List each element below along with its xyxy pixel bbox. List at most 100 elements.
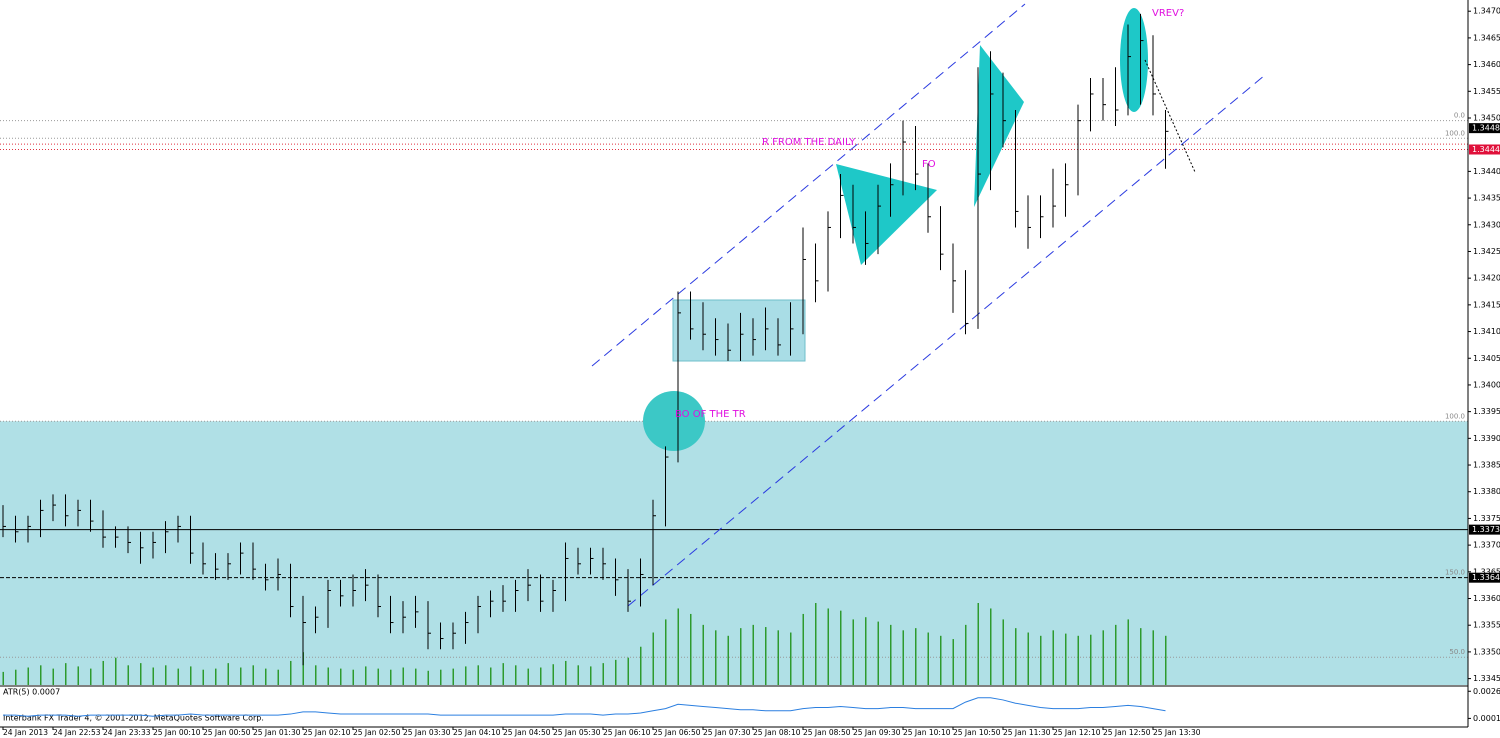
volume-bar (627, 657, 629, 685)
x-tick-label: 24 Jan 22:53 (53, 728, 101, 737)
volume-bar (490, 667, 492, 685)
volume-bar (727, 635, 729, 685)
volume-bar (202, 669, 204, 685)
x-tick-label: 25 Jan 08:50 (803, 728, 851, 737)
levels: 0.0 100.0 100.0 150.0 50.0 (0, 112, 1468, 658)
y-tick-label: 0.0026 (1473, 687, 1500, 696)
volume-bar (915, 628, 917, 685)
volume-bar (565, 660, 567, 685)
x-tick-label: 25 Jan 02:10 (303, 728, 351, 737)
volume-bar (390, 669, 392, 685)
volume-bar (165, 665, 167, 685)
volume-bar (615, 659, 617, 685)
x-tick-label: 25 Jan 00:10 (153, 728, 201, 737)
volume-bar (690, 613, 692, 685)
annotation: R FROM THE DAILY (762, 137, 856, 148)
volume-bar (52, 668, 54, 685)
volume-bar (715, 630, 717, 685)
volume-bar (827, 608, 829, 685)
y-tick-label: 1.34205 (1473, 274, 1500, 283)
price-marker (1469, 572, 1500, 583)
volume-bar (840, 610, 842, 685)
y-tick-label: 1.33855 (1473, 461, 1500, 470)
indicator-line (3, 697, 1166, 717)
volume-bar (327, 667, 329, 685)
volume-bar (540, 667, 542, 685)
annotation: FO (922, 159, 936, 170)
volume-bar (340, 668, 342, 685)
price-marker-label: 1.33644 (1472, 573, 1500, 582)
y-tick-label: 1.33455 (1473, 674, 1500, 683)
x-tick-label: 25 Jan 06:50 (653, 728, 701, 737)
x-tick-label: 25 Jan 01:30 (253, 728, 301, 737)
annotation: VREV? (1152, 8, 1184, 19)
level-label: 50.0 (1449, 648, 1465, 656)
level-label: 150.0 (1445, 569, 1465, 577)
x-tick-label: 25 Jan 03:30 (403, 728, 451, 737)
triangle (974, 45, 1024, 207)
volume-bar (877, 621, 879, 685)
drawings (591, 3, 1266, 607)
x-tick-label: 25 Jan 07:30 (703, 728, 751, 737)
volume-bar (1077, 635, 1079, 685)
volume-bar (1152, 630, 1154, 685)
x-tick-label: 25 Jan 10:10 (903, 728, 951, 737)
y-tick-label: 1.33805 (1473, 487, 1500, 496)
volume-bar (640, 646, 642, 685)
price-marker-label: 1.34486 (1472, 124, 1500, 133)
volume-bar (652, 632, 654, 685)
volume-bar (415, 668, 417, 685)
level-label: 100.0 (1445, 129, 1465, 137)
y-tick-label: 1.33905 (1473, 434, 1500, 443)
volume-bar (602, 663, 604, 685)
channel-upper (591, 3, 1026, 367)
volume-bar (102, 660, 104, 685)
level-zone (0, 421, 1468, 685)
volume-bar (240, 667, 242, 685)
volume-bar (440, 669, 442, 685)
volume-bar (302, 652, 304, 685)
y-tick-label: 1.34055 (1473, 354, 1500, 363)
volume-bar (677, 608, 679, 685)
volume-bar (927, 632, 929, 685)
volume-bar (777, 630, 779, 685)
volume-bar (277, 669, 279, 685)
x-tick-label: 25 Jan 09:30 (853, 728, 901, 737)
volume-bar (377, 668, 379, 685)
volume-bar (802, 613, 804, 685)
volumes (2, 603, 1167, 685)
volume-bar (790, 632, 792, 685)
volume-bar (1040, 635, 1042, 685)
level-label: 0.0 (1454, 112, 1465, 120)
y-tick-label: 1.34155 (1473, 300, 1500, 309)
volume-bar (477, 665, 479, 685)
volume-bar (77, 666, 79, 685)
volume-bar (1002, 619, 1004, 685)
volume-bar (140, 663, 142, 685)
reversal-ellipse (1120, 8, 1148, 112)
price-marker-label: 1.33734 (1472, 525, 1500, 534)
indicator-title: ATR(5) 0.0007 (3, 688, 60, 697)
volume-bar (252, 665, 254, 685)
volume-bar (852, 619, 854, 685)
volume-bar (577, 665, 579, 685)
volume-bar (1115, 624, 1117, 685)
volume-bar (352, 669, 354, 685)
x-tick-label: 25 Jan 13:30 (1153, 728, 1201, 737)
price-marker (1469, 524, 1500, 535)
volume-bar (315, 665, 317, 685)
y-tick-label: 1.34255 (1473, 247, 1500, 256)
channel-lower (627, 74, 1266, 607)
triangle (836, 164, 937, 265)
volume-bar (1027, 632, 1029, 685)
y-tick-label: 1.34405 (1473, 167, 1500, 176)
volume-bar (527, 668, 529, 685)
price-marker (1469, 123, 1500, 134)
volume-bar (402, 667, 404, 685)
volume-bar (465, 666, 467, 685)
volume-bar (290, 660, 292, 685)
volume-bar (152, 667, 154, 685)
x-tick-label: 25 Jan 12:10 (1053, 728, 1101, 737)
x-tick-label: 25 Jan 08:10 (753, 728, 801, 737)
